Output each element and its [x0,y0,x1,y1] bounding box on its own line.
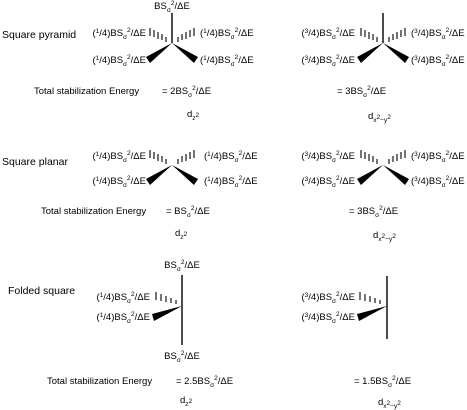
hashed-bond-back-left [149,150,167,164]
label-three-quarter-back-right: (3/4)BSσ2/ΔE [411,27,465,41]
label-apical-pyramid: BSσ2/ΔE [154,0,190,14]
hashed-bond-back-left [360,28,378,42]
square-pyramid-dx2y2-structure [357,13,409,63]
label-quarter-front-right: (1/4)BSσ2/ΔE [200,54,254,68]
label-quarter-back-left: (1/4)BSσ2/ΔE [92,150,146,164]
energy-pyramid-dz2: = 2BSσ2/ΔE [162,85,211,99]
label-quarter-front-left: (1/4)BSσ2/ΔE [92,175,146,189]
label-three-quarter-back-right: (3/4)BSσ2/ΔE [411,150,465,164]
label-apical-top: BSσ2/ΔE [164,259,200,273]
wedge-bond-front [357,306,387,321]
label-three-quarter-front: (3/4)BSσ2/ΔE [301,311,355,325]
wedge-bond-front-left [357,43,383,63]
hashed-bond-back-right [177,28,195,42]
wedge-bond-front-right [383,43,409,63]
wedge-bond-front-left [146,43,172,63]
label-quarter-front-right: (1/4)BSσ2/ΔE [204,175,258,189]
folded-square-dx2y2-structure [357,276,388,339]
hashed-bond-back-left [360,150,378,164]
energy-folded-dz2: = 2.5BSσ2/ΔE [176,375,233,389]
energy-planar-dz2: = BSσ2/ΔE [166,205,210,219]
orbital-label-folded-dz2: dz2 [180,395,193,408]
hashed-bond-back [359,292,381,304]
wedge-bond-front [152,306,182,321]
wedge-bond-front-right [172,43,198,63]
label-three-quarter-front-left: (3/4)BSσ2/ΔE [301,175,355,189]
folded-square-dz2-structure [152,275,183,345]
label-quarter-front-left: (1/4)BSσ2/ΔE [92,54,146,68]
label-quarter-back-right: (1/4)BSσ2/ΔE [200,27,254,41]
hashed-bond-back-right [388,150,406,164]
energy-planar-dx2y2: = 3BSσ2/ΔE [349,205,398,219]
label-quarter-back-right: (1/4)BSσ2/ΔE [204,150,258,164]
energy-pyramid-dx2y2: = 3BSσ2/ΔE [337,85,386,99]
hashed-bond-back-right [388,28,406,42]
hashed-bond-back [155,292,177,304]
wedge-bond-front-left [146,165,172,185]
section-title-square-planar: Square planar [2,156,68,168]
hashed-bond-back-left [149,28,167,42]
square-pyramid-dz2-structure [146,13,198,63]
wedge-bond-front-right [383,165,409,185]
hashed-bond-back-right [177,150,195,164]
label-quarter-back-left: (1/4)BSσ2/ΔE [92,27,146,41]
orbital-label-pyramid-dz2: dz2 [187,109,200,122]
orbital-label-planar-dx2y2: dx2−y2 [373,230,396,243]
orbital-label-pyramid-dx2y2: dx2−y2 [368,111,391,124]
label-three-quarter-front-right: (3/4)BSσ2/ΔE [411,54,465,68]
square-planar-dz2-structure [146,150,198,185]
label-three-quarter-back-left: (3/4)BSσ2/ΔE [301,150,355,164]
label-quarter-front: (1/4)BSσ2/ΔE [96,311,150,325]
section-title-folded-square: Folded square [8,285,75,297]
label-three-quarter-back-left: (3/4)BSσ2/ΔE [301,27,355,41]
energy-folded-dx2y2: = 1.5BSσ2/ΔE [354,375,411,389]
label-three-quarter-back: (3/4)BSσ2/ΔE [301,291,355,305]
label-three-quarter-front-left: (3/4)BSσ2/ΔE [301,54,355,68]
square-planar-dx2y2-structure [357,150,409,185]
label-quarter-back: (1/4)BSσ2/ΔE [96,291,150,305]
total-energy-label-planar: Total stabilization Energy [41,206,146,217]
label-three-quarter-front-right: (3/4)BSσ2/ΔE [411,175,465,189]
section-title-square-pyramid: Square pyramid [2,29,76,41]
wedge-bond-front-left [357,165,383,185]
label-apical-bottom: BSσ2/ΔE [164,350,200,364]
wedge-bond-front-right [172,165,198,185]
total-energy-label-pyramid: Total stabilization Energy [34,86,139,97]
orbital-label-folded-dx2y2: dx2−y2 [378,397,401,410]
orbital-label-planar-dz2: dz2 [175,228,188,241]
total-energy-label-folded: Total stabilization Energy [47,376,152,387]
